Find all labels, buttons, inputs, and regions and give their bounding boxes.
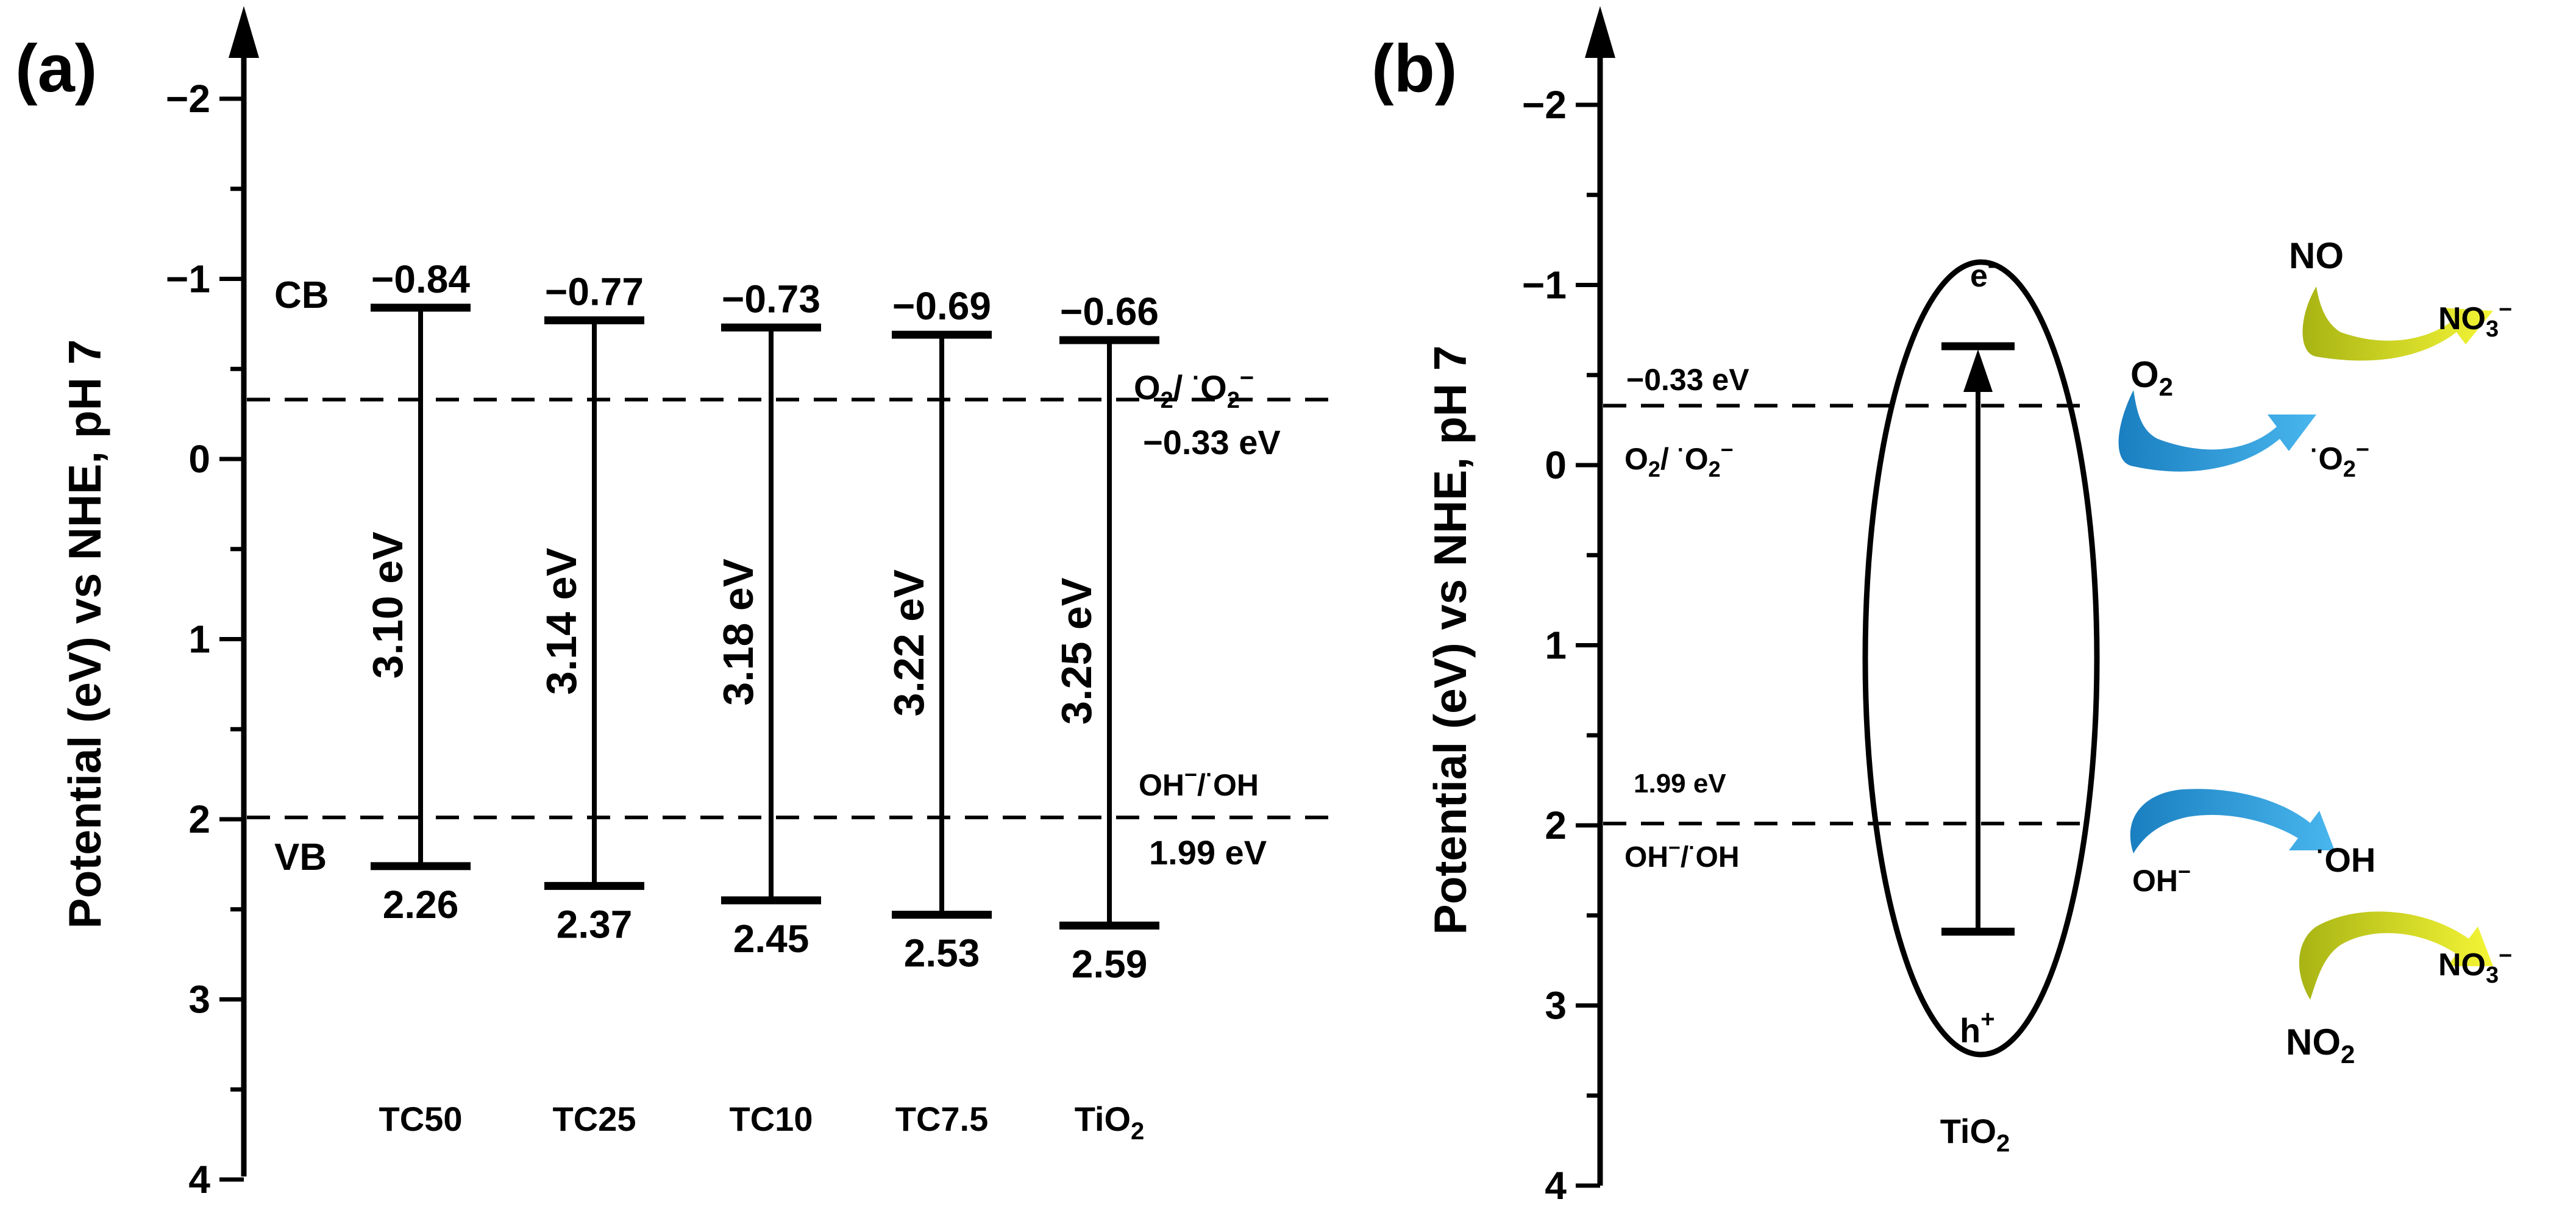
panel-a-y-tick-label: 2: [188, 797, 210, 841]
vb-value-label: 2.53: [904, 931, 980, 975]
panel-b-band-edges: [1941, 342, 2015, 936]
cb-label: CB: [274, 274, 329, 316]
no2-oxidation-arrow-icon: [2299, 911, 2493, 1000]
panel-a-ref-cb-value: −0.33 eV: [1143, 423, 1281, 461]
o2-species: O2: [2130, 354, 2173, 401]
vb-value-label: 2.59: [1072, 942, 1148, 986]
panel-a-oh-couple: OH−/·OH: [1139, 762, 1259, 802]
panel-b-label: (b): [1372, 31, 1457, 106]
nitrate-species-bottom: NO3−: [2438, 943, 2512, 988]
panel-b-y-tick-label: 3: [1545, 984, 1567, 1028]
hydroxyl-species: ·OH: [2316, 838, 2375, 879]
panel-a-o2-couple: O2/ ·O2−: [1134, 365, 1254, 413]
sample-name: TC10: [730, 1100, 813, 1138]
panel-b-y-tick-label: 0: [1545, 443, 1567, 487]
axis-arrow-icon: [229, 6, 259, 58]
cb-value-label: −0.77: [545, 269, 644, 313]
panel-a-reference-lines: [247, 397, 1332, 820]
no-oxidation-arrow-icon: [2302, 286, 2493, 361]
panel-b-y-tick-label: 1: [1545, 624, 1567, 667]
sample-name: TiO2: [1075, 1100, 1145, 1145]
band-gap-label: 3.18 eV: [714, 558, 762, 706]
panel-a-band-edges: −0.84 2.26 3.10 eV TC50 −0.77 2.37 3.14 eV TC25…: [364, 257, 1159, 1145]
panel-b-y-tick-label: −2: [1522, 83, 1567, 127]
cb-value-label: −0.66: [1060, 290, 1159, 333]
band-gap-label: 3.25 eV: [1053, 577, 1100, 725]
panel-b-y-tick-label: −1: [1522, 263, 1567, 307]
panel-b-y-axis: −2 −1 0 1 2 3 4 Potential (eV) vs NHE, pH 7: [1425, 6, 1615, 1208]
cb-value-label: −0.69: [892, 284, 991, 328]
o2-reduction-arrow-icon: [2118, 390, 2316, 472]
panel-a-y-tick-label: 1: [188, 617, 210, 661]
panel-b-ref-cb-value: −0.33 eV: [1626, 363, 1749, 397]
cb-value-label: −0.84: [371, 257, 470, 301]
tio2-particle: [1862, 259, 2100, 1058]
excitation-arrow-icon: [1963, 349, 1993, 392]
hydroxide-species: OH−: [2132, 859, 2191, 898]
panel-b-y-axis-title: Potential (eV) vs NHE, pH 7: [1425, 346, 1476, 935]
sample-name: TC50: [379, 1100, 463, 1138]
material-label: TiO2: [1940, 1112, 2010, 1157]
no-species: NO: [2289, 235, 2344, 276]
panel-a: (a) −2 −1 0 1 2 3 4 Potential (eV) vs NHE, pH …: [15, 6, 1332, 1201]
panel-b-y-tick-label: 2: [1545, 803, 1567, 847]
panel-a-y-tick-label: 0: [188, 437, 210, 481]
panel-a-y-tick-label: −1: [166, 257, 210, 301]
vb-value-label: 2.37: [557, 902, 633, 946]
panel-a-y-tick-label: −2: [166, 77, 210, 121]
panel-b-y-tick-label: 4: [1545, 1164, 1567, 1208]
band-gap-label: 3.14 eV: [538, 547, 585, 695]
sample-name: TC25: [553, 1100, 636, 1138]
band-gap-label: 3.10 eV: [364, 532, 411, 679]
panel-a-y-axis-title: Potential (eV) vs NHE, pH 7: [59, 340, 110, 929]
panel-b-reference-lines: [1603, 404, 2085, 826]
panel-b-o2-couple: O2/ ·O2−: [1624, 437, 1734, 482]
nitrate-species-top: NO3−: [2438, 297, 2512, 342]
band-gap-label: 3.22 eV: [885, 569, 933, 717]
panel-a-y-axis: −2 −1 0 1 2 3 4 Potential (eV) vs NHE, pH 7: [59, 6, 259, 1201]
superoxide-species: ·O2−: [2310, 437, 2369, 482]
panel-b-oh-couple: OH−/·OH: [1624, 836, 1740, 874]
vb-value-label: 2.45: [733, 917, 809, 961]
panel-a-y-tick-label: 4: [188, 1158, 210, 1201]
vb-value-label: 2.26: [383, 883, 459, 927]
sample-name: TC7.5: [895, 1100, 989, 1138]
vb-label: VB: [274, 836, 327, 878]
hole-label: h+: [1960, 1006, 1995, 1050]
no2-species: NO2: [2286, 1022, 2355, 1069]
panel-a-y-tick-label: 3: [188, 978, 210, 1022]
panel-b-ref-vb-value: 1.99 eV: [1634, 769, 1726, 799]
cb-value-label: −0.73: [722, 277, 820, 321]
axis-arrow-icon: [1585, 6, 1615, 58]
panel-a-ref-vb-value: 1.99 eV: [1149, 833, 1267, 872]
panel-b: (b) −2 −1 0 1 2 3 4 Potential (eV) vs NHE, pH …: [1372, 6, 2512, 1208]
electron-label: e−: [1970, 254, 2001, 294]
panel-a-label: (a): [15, 31, 97, 106]
oh-oxidation-arrow-icon: [2130, 789, 2335, 853]
